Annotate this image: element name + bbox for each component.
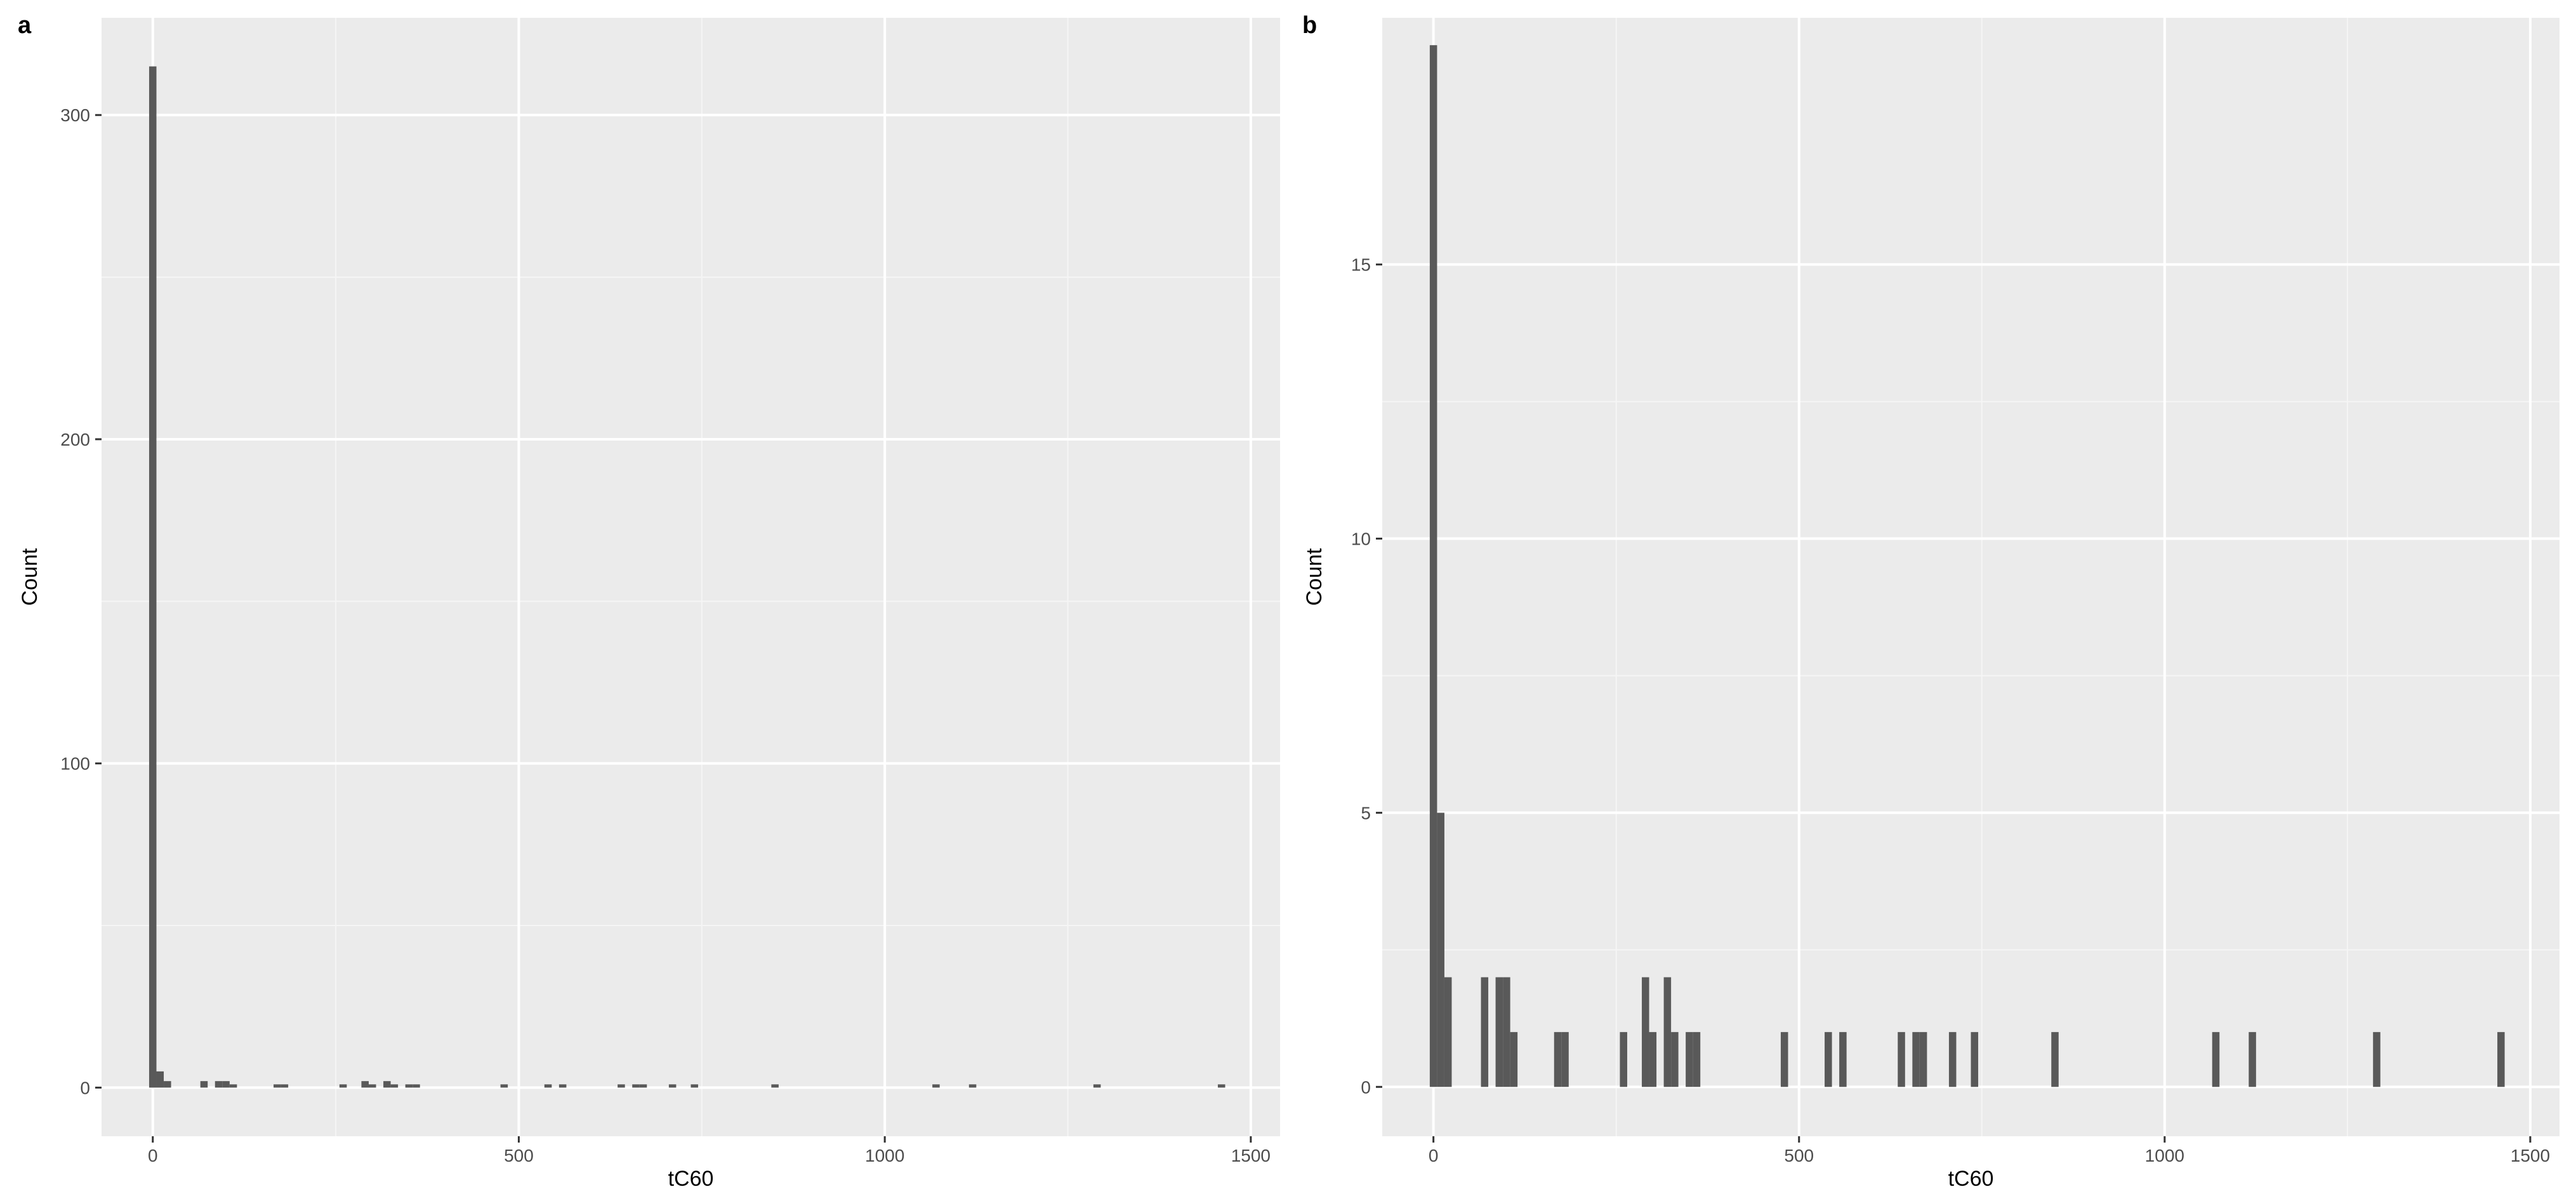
histogram-bar (1839, 1031, 1847, 1087)
histogram-bar (1217, 1084, 1225, 1088)
histogram-bar (1912, 1031, 1920, 1087)
histogram-bar (968, 1084, 977, 1088)
histogram-bar (2497, 1031, 2505, 1087)
histogram-bar (1825, 1031, 1832, 1087)
histogram-bar (2249, 1031, 2256, 1087)
panel-a: 0 500 1000 1500 0 100 200 300 tC60 Count a (18, 12, 1280, 1191)
histogram-bar (1510, 1031, 1518, 1087)
histogram-bar (544, 1084, 552, 1088)
histogram-bar (2051, 1031, 2059, 1087)
histogram-bar (1495, 977, 1503, 1087)
histogram-bar (500, 1084, 508, 1088)
panel-label: a (18, 12, 32, 39)
y-tick-label: 15 (1351, 255, 1371, 275)
histogram-bar (1686, 1031, 1693, 1087)
y-axis-title: Count (18, 548, 42, 606)
histogram-bar (1898, 1031, 1905, 1087)
y-axis-title: Count (1302, 548, 1326, 606)
histogram-bar (1919, 1031, 1927, 1087)
histogram-bar (1780, 1031, 1788, 1087)
panel-b: 0 500 1000 1500 0 5 10 15 tC60 Count b (1302, 12, 2559, 1191)
y-tick-label: 300 (60, 105, 90, 125)
histogram-bar (222, 1081, 230, 1088)
x-axis-title: tC60 (1948, 1167, 1994, 1191)
histogram-bar (1429, 45, 1437, 1087)
x-axis-title: tC60 (668, 1167, 714, 1191)
x-tick-label: 500 (1784, 1146, 1814, 1165)
histogram-bar (932, 1084, 940, 1088)
histogram-bar (413, 1084, 420, 1088)
histogram-bar (215, 1081, 223, 1088)
histogram-bar (368, 1084, 376, 1088)
panel-label: b (1302, 12, 1317, 39)
histogram-bar (149, 66, 157, 1088)
histogram-bar (339, 1084, 347, 1088)
histogram-bar (1093, 1084, 1101, 1088)
histogram-bar (383, 1081, 391, 1088)
plot-background (1382, 18, 2559, 1136)
x-tick-label: 0 (1429, 1146, 1439, 1165)
histogram-bar (1437, 813, 1444, 1087)
x-tick-label: 1500 (2511, 1146, 2550, 1165)
y-tick-label: 10 (1351, 529, 1371, 549)
x-tick-label: 1000 (2145, 1146, 2184, 1165)
histogram-bar (1503, 977, 1510, 1087)
histogram-bar (1642, 977, 1649, 1087)
histogram-bar (1620, 1031, 1627, 1087)
histogram-bar (1444, 977, 1452, 1087)
histogram-bar (1561, 1031, 1569, 1087)
histogram-bar (1948, 1031, 1957, 1087)
histogram-bar (690, 1084, 699, 1088)
histogram-bar (1693, 1031, 1701, 1087)
histogram-bar (2212, 1031, 2220, 1087)
histogram-bar (164, 1081, 171, 1088)
histogram-bar (361, 1081, 369, 1088)
histogram-bar (1481, 977, 1489, 1087)
histogram-bar (1671, 1031, 1679, 1087)
histogram-bar (2373, 1031, 2381, 1087)
histogram-bar (618, 1084, 625, 1088)
histogram-bar (274, 1084, 281, 1088)
histogram-bar (1971, 1031, 1979, 1087)
histogram-bar (390, 1084, 399, 1088)
histogram-bar (1649, 1031, 1657, 1087)
y-tick-label: 5 (1361, 803, 1371, 823)
x-tick-label: 1500 (1231, 1146, 1271, 1165)
histogram-bar (229, 1084, 237, 1088)
histogram-bar (558, 1084, 567, 1088)
x-tick-label: 1000 (865, 1146, 904, 1165)
histogram-bar (405, 1084, 413, 1088)
histogram-bar (668, 1084, 677, 1088)
histogram-bar (632, 1084, 640, 1088)
histogram-bar (156, 1071, 164, 1088)
y-tick-label: 200 (60, 430, 90, 449)
x-tick-label: 0 (148, 1146, 158, 1165)
histogram-bar (771, 1084, 779, 1088)
histogram-bar (281, 1084, 289, 1088)
y-tick-label: 0 (80, 1078, 90, 1098)
histogram-bar (1554, 1031, 1562, 1087)
histogram-bar (200, 1081, 208, 1088)
histogram-bar (1663, 977, 1672, 1087)
y-tick-label: 100 (60, 754, 90, 774)
histogram-bar (639, 1084, 647, 1088)
y-tick-label: 0 (1361, 1077, 1371, 1097)
x-tick-label: 500 (504, 1146, 534, 1165)
plot-background (102, 18, 1280, 1136)
